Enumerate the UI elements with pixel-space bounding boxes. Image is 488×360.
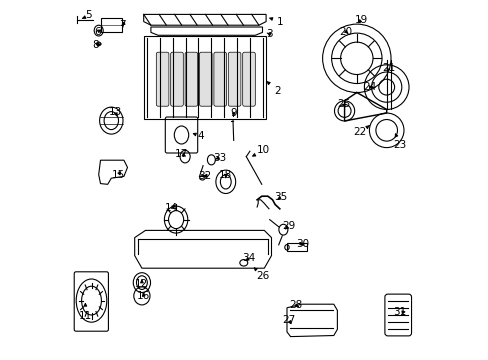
Text: 27: 27 <box>281 315 294 325</box>
Text: 18: 18 <box>219 170 232 180</box>
Text: 21: 21 <box>381 63 394 73</box>
Text: 8: 8 <box>92 40 101 50</box>
Text: 24: 24 <box>363 82 376 92</box>
Text: 1: 1 <box>269 17 283 27</box>
Text: 4: 4 <box>193 131 203 141</box>
Text: 23: 23 <box>392 134 406 150</box>
Text: 6: 6 <box>94 27 101 37</box>
Text: 20: 20 <box>339 27 352 37</box>
Text: 16: 16 <box>137 291 150 301</box>
Text: 32: 32 <box>198 171 211 181</box>
Text: 11: 11 <box>79 303 92 321</box>
FancyBboxPatch shape <box>185 52 197 106</box>
FancyBboxPatch shape <box>156 52 168 106</box>
Text: 25: 25 <box>336 99 349 109</box>
Text: 22: 22 <box>352 126 368 138</box>
FancyBboxPatch shape <box>242 52 255 106</box>
Text: 15: 15 <box>112 170 125 180</box>
Text: 30: 30 <box>296 239 309 249</box>
Bar <box>286 243 306 251</box>
Text: 33: 33 <box>213 153 226 163</box>
Text: 10: 10 <box>252 145 269 156</box>
Text: 7: 7 <box>119 20 125 30</box>
Text: 31: 31 <box>392 307 406 318</box>
FancyBboxPatch shape <box>199 52 212 106</box>
Text: 13: 13 <box>109 107 122 117</box>
FancyBboxPatch shape <box>170 52 183 106</box>
Bar <box>101 18 122 32</box>
Text: 19: 19 <box>354 15 367 25</box>
Text: 29: 29 <box>281 221 294 231</box>
Text: 12: 12 <box>135 279 148 289</box>
Text: 3: 3 <box>266 29 272 39</box>
FancyBboxPatch shape <box>213 52 226 106</box>
Text: 17: 17 <box>175 149 188 159</box>
Text: 14: 14 <box>165 203 178 213</box>
Text: 26: 26 <box>254 268 269 282</box>
Text: 2: 2 <box>266 82 281 96</box>
Text: 35: 35 <box>274 192 287 202</box>
FancyBboxPatch shape <box>228 52 241 106</box>
Text: 28: 28 <box>288 300 302 310</box>
Text: 9: 9 <box>230 108 237 118</box>
Text: 5: 5 <box>82 10 92 21</box>
Text: 34: 34 <box>242 253 255 264</box>
